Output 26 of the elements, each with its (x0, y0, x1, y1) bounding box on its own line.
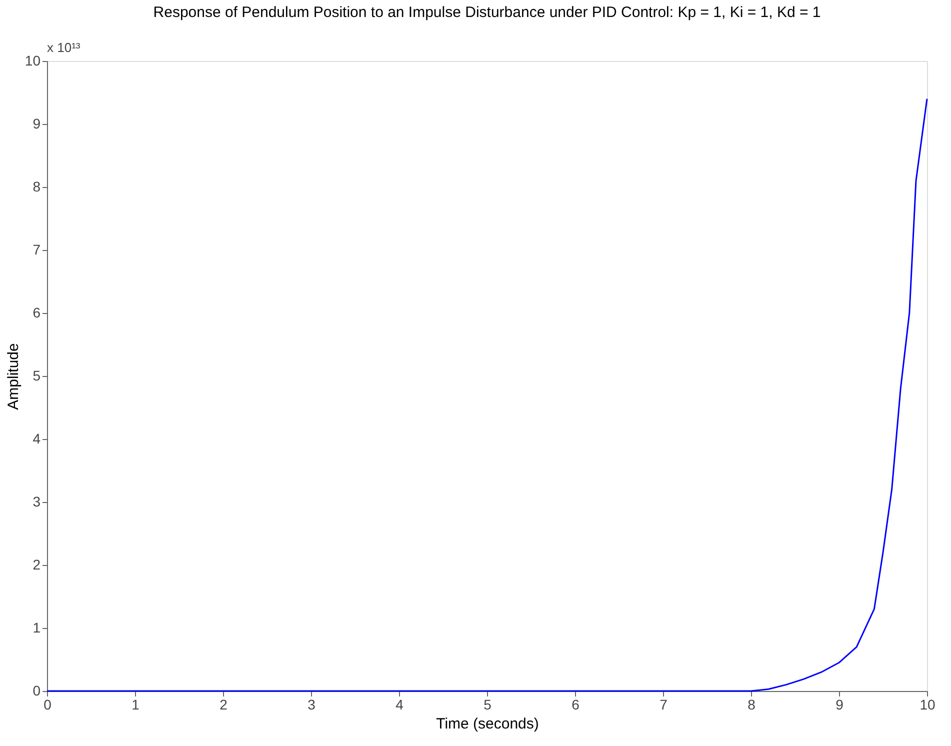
y-tick-label: 5 (32, 368, 41, 384)
x-tick-label: 2 (220, 696, 228, 712)
y-tick-label: 9 (32, 116, 41, 132)
y-tick-label: 1 (32, 620, 41, 636)
x-axis-title: Time (seconds) (436, 716, 539, 732)
y-tick-label: 6 (32, 304, 41, 320)
x-tick-label: 8 (748, 696, 756, 712)
x-tick-label: 4 (396, 696, 404, 712)
x-tick-label: 3 (308, 696, 316, 712)
chart-title: Response of Pendulum Position to an Impulse Disturbance under PID Control: Kp = 1, Ki = 1, Kd = 1 (153, 4, 821, 21)
x-tick-label: 6 (572, 696, 580, 712)
y-tick-label: 0 (32, 682, 41, 698)
y-tick-label: 7 (32, 242, 41, 258)
x-tick-label: 9 (836, 696, 844, 712)
x-tick-label: 5 (484, 696, 492, 712)
y-tick-label: 4 (32, 430, 41, 446)
text: x 10¹³ (47, 40, 81, 55)
x-tick-label: 10 (920, 696, 936, 712)
y-axis-title: Amplitude (4, 343, 22, 410)
x-tick-label: 1 (132, 696, 140, 712)
y-tick-label: 2 (32, 556, 41, 572)
y-tick-label: 8 (32, 178, 41, 194)
y-tick-label: 10 (24, 52, 41, 68)
y-tick-label: 3 (32, 494, 41, 510)
x-tick-label: 7 (660, 696, 668, 712)
x-tick-label: 0 (44, 696, 52, 712)
